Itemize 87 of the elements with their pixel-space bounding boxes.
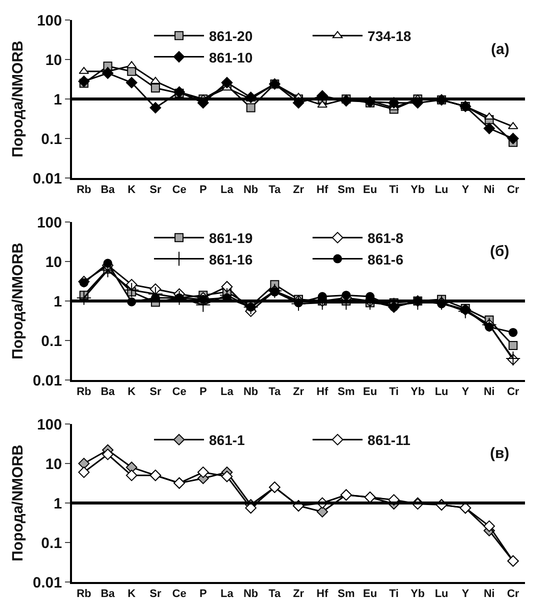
x-tick-label: Lu xyxy=(434,386,448,398)
x-tick-label: Ba xyxy=(100,386,116,398)
x-tick-label: K xyxy=(128,386,136,398)
y-tick-label: 100 xyxy=(36,214,62,232)
x-tick-label: Rb xyxy=(76,184,92,196)
x-tick-label: Eu xyxy=(363,184,378,196)
x-tick-label: Cr xyxy=(506,386,520,398)
y-axis-title: Порода/NMORB xyxy=(10,444,27,562)
legend-label: 861-8 xyxy=(368,230,404,246)
legend-label: 734-18 xyxy=(368,28,412,44)
x-tick-label: Rb xyxy=(76,386,92,398)
legend-label: 861-19 xyxy=(209,230,253,246)
x-tick-label: Ta xyxy=(268,386,282,398)
x-tick-label: Ce xyxy=(172,386,186,398)
y-tick-label: 1 xyxy=(54,495,62,512)
x-tick-label: Sm xyxy=(338,588,355,600)
legend-label: 861-11 xyxy=(368,432,411,448)
x-tick-label: Sr xyxy=(150,386,162,398)
y-tick-label: 0.01 xyxy=(32,372,62,390)
x-tick-label: Y xyxy=(462,588,470,600)
x-tick-label: La xyxy=(220,386,234,398)
legend-label: 861-6 xyxy=(368,251,404,268)
x-tick-label: Nb xyxy=(243,588,258,600)
y-axis-title: Порода/NMORB xyxy=(10,242,27,360)
y-tick-label: 0.01 xyxy=(32,574,62,592)
y-tick-label: 10 xyxy=(45,254,62,271)
legend-label: 861-10 xyxy=(209,49,253,66)
x-tick-label: Ba xyxy=(100,588,116,600)
x-tick-label: P xyxy=(199,184,207,196)
x-tick-label: Ti xyxy=(389,588,399,600)
x-tick-label: Zr xyxy=(293,386,305,398)
x-tick-label: Sm xyxy=(338,184,355,196)
y-tick-label: 1 xyxy=(54,293,62,310)
x-tick-label: Nb xyxy=(243,386,258,398)
x-tick-label: Eu xyxy=(363,386,378,398)
y-tick-label: 0.1 xyxy=(41,332,62,350)
x-tick-label: Ti xyxy=(389,386,399,398)
x-tick-label: Zr xyxy=(293,588,305,600)
y-tick-label: 100 xyxy=(36,12,62,30)
x-tick-label: Lu xyxy=(434,184,448,196)
x-tick-label: Sr xyxy=(150,588,162,600)
x-tick-label: Sr xyxy=(150,184,162,196)
x-tick-label: Ni xyxy=(484,588,495,600)
x-tick-label: Ce xyxy=(172,588,186,600)
y-tick-label: 100 xyxy=(36,416,62,434)
x-tick-label: Y xyxy=(462,184,470,196)
x-tick-label: Rb xyxy=(76,588,92,600)
x-tick-label: K xyxy=(128,588,136,600)
x-tick-label: Eu xyxy=(363,588,378,600)
y-tick-label: 0.1 xyxy=(41,534,62,552)
legend-label: 861-1 xyxy=(209,432,246,448)
legend-label: 861-16 xyxy=(209,251,253,268)
x-tick-label: Nb xyxy=(243,184,258,196)
x-tick-label: Yb xyxy=(410,588,426,600)
y-tick-label: 0.1 xyxy=(41,130,62,148)
y-axis-title: Порода/NMORB xyxy=(10,40,27,158)
x-tick-label: Ba xyxy=(100,184,116,196)
x-tick-label: La xyxy=(220,588,234,600)
y-tick-label: 1 xyxy=(54,91,62,108)
x-tick-label: Hf xyxy=(316,184,328,196)
x-tick-label: Ti xyxy=(389,184,399,196)
annotation: (a) xyxy=(491,41,510,58)
y-tick-label: 0.01 xyxy=(32,170,62,188)
x-tick-label: Zr xyxy=(293,184,305,196)
x-tick-label: P xyxy=(199,386,207,398)
y-tick-label: 10 xyxy=(45,52,62,69)
x-tick-label: Ta xyxy=(268,588,282,600)
x-tick-label: P xyxy=(199,588,207,600)
x-tick-label: Ta xyxy=(268,184,282,196)
x-tick-label: Y xyxy=(462,386,470,398)
x-tick-label: Ni xyxy=(484,184,495,196)
y-tick-label: 10 xyxy=(45,456,62,473)
x-tick-label: Ce xyxy=(172,184,186,196)
x-tick-label: Hf xyxy=(316,386,328,398)
x-tick-label: Yb xyxy=(410,386,426,398)
x-tick-label: K xyxy=(128,184,136,196)
x-tick-label: Cr xyxy=(506,588,520,600)
x-tick-label: Lu xyxy=(434,588,448,600)
annotation: (б) xyxy=(490,243,510,260)
x-tick-label: Yb xyxy=(410,184,426,196)
x-tick-label: Sm xyxy=(338,386,355,398)
x-tick-label: Cr xyxy=(506,184,520,196)
legend-label: 861-20 xyxy=(209,28,253,44)
annotation: (в) xyxy=(490,445,510,462)
x-tick-label: La xyxy=(220,184,234,196)
x-tick-label: Ni xyxy=(484,386,495,398)
x-tick-label: Hf xyxy=(316,588,328,600)
